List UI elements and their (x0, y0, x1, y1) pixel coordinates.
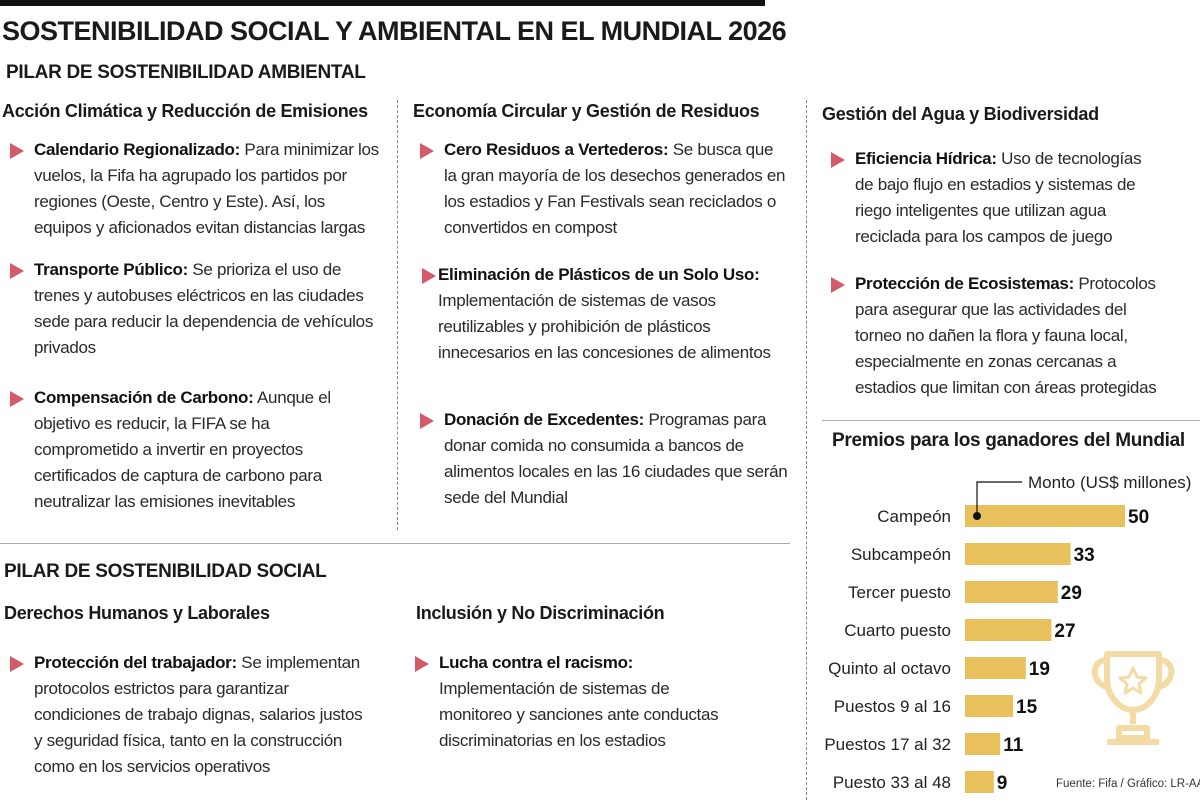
env-item: Transporte Público: Se prioriza el uso d… (10, 257, 374, 361)
item-label: Calendario Regionalizado: (34, 140, 240, 159)
item-text: Aunque el objetivo es reducir, la FIFA s… (34, 388, 331, 511)
env-item: Cero Residuos a Vertederos: Se busca que… (420, 137, 789, 241)
item-label: Protección de Ecosistemas: (855, 274, 1074, 293)
category-label: Quinto al octavo (828, 659, 951, 678)
chart-title: Premios para los ganadores del Mundial (832, 430, 1185, 451)
bar (965, 695, 1013, 717)
data-label: 29 (1061, 583, 1082, 604)
bar (965, 619, 1052, 641)
triangle-bullet-icon (420, 413, 434, 429)
prize-chart: Monto (US$ millones) Campeón 50 Subcampeón 3… (824, 473, 1191, 794)
item-text: Implementación de sistemas de monitoreo … (439, 679, 719, 750)
bar (965, 505, 1125, 527)
triangle-bullet-icon (420, 143, 434, 159)
bar (965, 733, 1001, 755)
env-item: Donación de Excedentes: Programas para d… (420, 407, 794, 511)
bar (965, 771, 994, 793)
water-biodiversity-column-title: Gestión del Agua y Biodiversidad (822, 104, 1099, 124)
bar (965, 581, 1058, 603)
item-text: Uso de tecnologías de bajo flujo en esta… (855, 149, 1142, 246)
env-item: Compensación de Carbono: Aunque el objet… (10, 385, 354, 515)
social-item: Protección del trabajador: Se implementa… (10, 650, 374, 780)
top-rule (0, 0, 765, 6)
data-label: 27 (1054, 621, 1075, 642)
data-label: 9 (997, 773, 1008, 794)
bar (965, 543, 1071, 565)
item-label: Cero Residuos a Vertederos: (444, 140, 669, 159)
data-label: 33 (1074, 545, 1095, 566)
category-label: Tercer puesto (848, 583, 951, 602)
category-label: Campeón (877, 507, 951, 526)
page-title: SOSTENIBILIDAD SOCIAL Y AMBIENTAL EN EL … (2, 16, 787, 46)
environmental-pillar-title: PILAR DE SOSTENIBILIDAD AMBIENTAL (6, 62, 366, 83)
item-text: Implementación de sistemas de vasos reut… (438, 291, 771, 362)
item-label: Eficiencia Hídrica: (855, 149, 997, 168)
item-text: Se prioriza el uso de trenes y autobuses… (34, 260, 374, 357)
column-divider (397, 100, 398, 530)
data-label: 15 (1016, 697, 1038, 718)
category-label: Puesto 33 al 48 (833, 773, 951, 792)
item-label: Donación de Excedentes: (444, 410, 644, 429)
env-item: Protección de Ecosistemas: Protocolos pa… (831, 271, 1175, 401)
item-label: Protección del trabajador: (34, 653, 237, 672)
data-label: 19 (1029, 659, 1050, 680)
triangle-bullet-icon (10, 656, 24, 672)
env-item: Eficiencia Hídrica: Uso de tecnologías d… (831, 146, 1155, 250)
source-note: Fuente: Fifa / Gráfico: LR-AA (1056, 778, 1200, 790)
legend-leader-line (976, 481, 1022, 516)
series-label: Monto (US$ millones) (1028, 473, 1191, 492)
item-text: Se busca que la gran mayoría de los dese… (444, 140, 786, 237)
human-rights-column-title: Derechos Humanos y Laborales (4, 603, 270, 623)
env-item: Calendario Regionalizado: Para minimizar… (10, 137, 384, 241)
section-divider (0, 543, 790, 544)
triangle-bullet-icon (10, 143, 24, 159)
triangle-bullet-icon (422, 268, 436, 284)
item-text: Programas para donar comida no consumida… (444, 410, 788, 507)
item-label: Eliminación de Plásticos de un Solo Uso: (438, 265, 760, 284)
circular-economy-column-title: Economía Circular y Gestión de Residuos (413, 101, 760, 121)
chart-divider (822, 420, 1200, 421)
category-label: Cuarto puesto (844, 621, 951, 640)
category-label: Puestos 17 al 32 (824, 735, 951, 754)
social-item: Lucha contra el racismo: Implementación … (415, 650, 739, 754)
triangle-bullet-icon (831, 277, 845, 293)
item-text: Protocolos para asegurar que las activid… (855, 274, 1157, 397)
legend-marker (973, 512, 981, 520)
social-pillar-title: PILAR DE SOSTENIBILIDAD SOCIAL (4, 561, 327, 582)
triangle-bullet-icon (831, 152, 845, 168)
category-label: Puestos 9 al 16 (834, 697, 951, 716)
item-text: Para minimizar los vuelos, la Fifa ha ag… (34, 140, 379, 237)
column-divider (806, 100, 807, 800)
inclusion-column-title: Inclusión y No Discriminación (416, 603, 665, 623)
item-text: Se implementan protocolos estrictos para… (34, 653, 363, 776)
item-label: Lucha contra el racismo: (439, 653, 634, 672)
data-label: 50 (1128, 507, 1149, 528)
category-label: Subcampeón (851, 545, 951, 564)
item-label: Transporte Público: (34, 260, 188, 279)
triangle-bullet-icon (10, 263, 24, 279)
bar (965, 657, 1026, 679)
data-label: 11 (1003, 735, 1024, 756)
triangle-bullet-icon (415, 656, 429, 672)
item-label: Compensación de Carbono: (34, 388, 254, 407)
triangle-bullet-icon (10, 391, 24, 407)
env-item: Eliminación de Plásticos de un Solo Uso:… (422, 262, 788, 366)
trophy-icon (1091, 651, 1175, 745)
climate-column-title: Acción Climática y Reducción de Emisione… (2, 101, 368, 121)
